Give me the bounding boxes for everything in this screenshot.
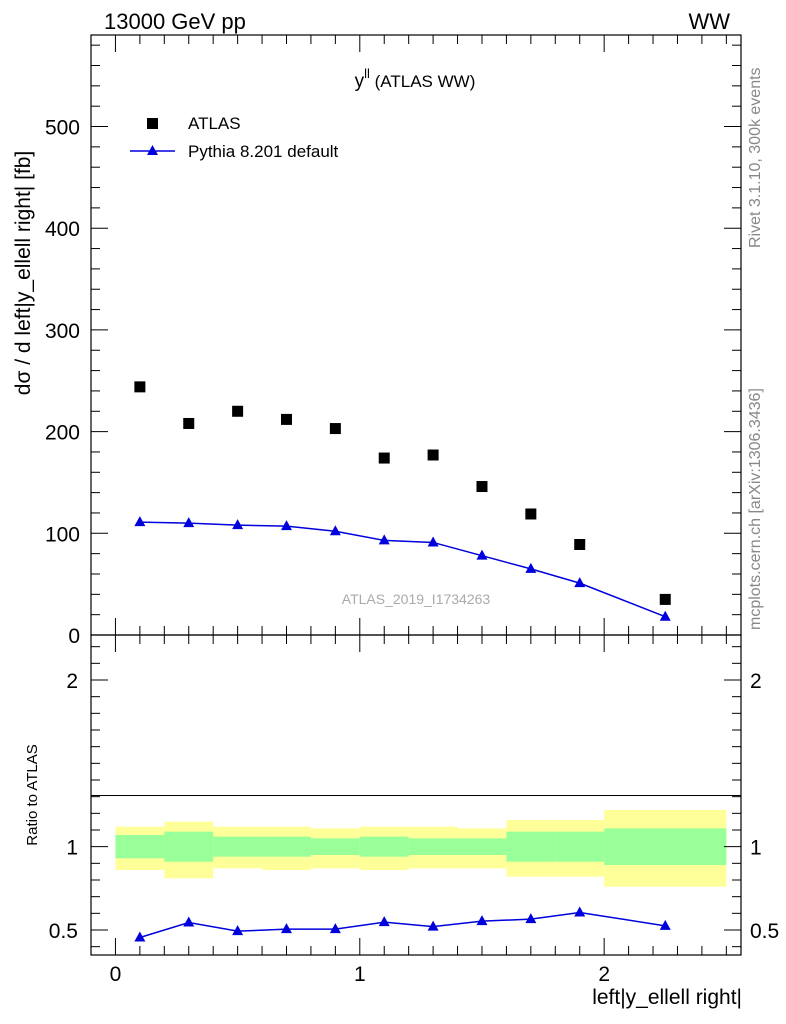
pythia-point xyxy=(183,517,195,528)
ratio-pythia-point xyxy=(659,919,671,930)
ratio-pythia-point xyxy=(280,923,292,934)
ratio-pythia-line xyxy=(139,911,666,939)
ratio-inner-band xyxy=(359,836,409,857)
legend-atlas-marker xyxy=(147,118,158,129)
x-axis-label: left|y_ellell right| xyxy=(592,986,742,1009)
ratio-x-tick-label: 1 xyxy=(354,963,366,986)
ratio-x-tick-label: 0 xyxy=(110,963,122,986)
atlas-point xyxy=(134,381,146,393)
ratio-inner-band xyxy=(457,838,507,855)
main-plot-title: yll (ATLAS WW) xyxy=(355,66,476,92)
pythia-point xyxy=(378,534,390,545)
ratio-pythia-point xyxy=(329,923,341,934)
ratio-uncertainty-bands xyxy=(115,810,727,887)
ratio-inner-band xyxy=(604,828,727,865)
ratio-x-tick-labels: 0 1 2 xyxy=(110,963,610,986)
rivet-label: Rivet 3.1.10, 300k events xyxy=(747,67,764,248)
pythia-point xyxy=(280,520,292,531)
ratio-marks xyxy=(134,906,671,942)
atlas-point xyxy=(574,538,586,550)
ratio-y-tick-label-right: 1 xyxy=(750,837,762,860)
ratio-y-tick-labels: 0.5 0.5 1 1 2 2 xyxy=(49,670,779,943)
header-left: 13000 GeV pp xyxy=(104,9,246,34)
legend-pythia-marker xyxy=(147,145,158,155)
ratio-y-axis-label: Ratio to ATLAS xyxy=(24,744,41,845)
atlas-point xyxy=(427,449,439,461)
legend: ATLAS Pythia 8.201 default xyxy=(130,114,339,161)
main-panel: 0 100 200 300 400 500 dσ / d left|y_ellell ri… xyxy=(12,34,742,648)
ratio-inner-band xyxy=(164,831,214,862)
ratio-inner-band xyxy=(213,836,263,857)
pythia-point xyxy=(525,562,537,573)
ratio-y-tick-label-left: 0.5 xyxy=(49,920,78,943)
ratio-y-tick-label-right: 0.5 xyxy=(750,920,779,943)
pythia-point xyxy=(574,577,586,588)
atlas-point xyxy=(525,508,537,520)
atlas-point xyxy=(183,417,195,429)
atlas-point xyxy=(232,405,244,417)
main-axis-ticks xyxy=(91,35,741,636)
pythia-point xyxy=(134,516,146,527)
header-right: WW xyxy=(688,9,730,34)
ratio-y-tick-label-right: 2 xyxy=(750,670,762,693)
main-y-tick-label: 400 xyxy=(45,218,80,241)
main-marks xyxy=(134,381,671,621)
main-y-tick-label: 0 xyxy=(68,625,80,648)
main-y-tick-label: 300 xyxy=(45,320,80,343)
ratio-pythia-point xyxy=(232,925,244,936)
ratio-axis-ticks xyxy=(91,635,741,955)
main-y-tick-label: 100 xyxy=(45,523,80,546)
main-y-axis-label: dσ / d left|y_ellell right| [fb] xyxy=(12,151,35,395)
main-y-tick-labels: 0 100 200 300 400 500 xyxy=(45,117,80,648)
legend-pythia-label: Pythia 8.201 default xyxy=(188,142,339,161)
ratio-inner-band xyxy=(506,831,556,862)
legend-atlas-label: ATLAS xyxy=(188,114,241,133)
ratio-inner-band xyxy=(115,835,165,859)
atlas-point xyxy=(280,413,292,425)
ratio-inner-band xyxy=(310,838,360,855)
mcplots-label: mcplots.cern.ch [arXiv:1306.3436] xyxy=(747,388,764,630)
ratio-pythia-point xyxy=(134,931,146,942)
ratio-inner-band xyxy=(408,838,458,855)
ratio-frame xyxy=(90,634,742,956)
atlas-point xyxy=(329,423,341,435)
pythia-point xyxy=(232,519,244,530)
ratio-y-tick-label-left: 1 xyxy=(66,837,78,860)
atlas-point xyxy=(476,481,488,493)
main-y-tick-label: 200 xyxy=(45,422,80,445)
atlas-point xyxy=(659,593,671,605)
ratio-x-tick-label: 2 xyxy=(598,963,610,986)
main-y-tick-label: 500 xyxy=(45,117,80,140)
ratio-inner-band xyxy=(555,831,605,862)
pythia-point xyxy=(476,549,488,560)
pythia-point xyxy=(659,610,671,621)
ratio-pythia-point xyxy=(476,915,488,926)
ratio-pythia-point xyxy=(427,920,439,931)
ratio-pythia-point xyxy=(378,916,390,927)
ratio-pythia-point xyxy=(574,906,586,917)
ratio-pythia-point xyxy=(525,913,537,924)
atlas-point xyxy=(378,452,390,464)
ratio-pythia-point xyxy=(183,916,195,927)
ratio-y-tick-label-left: 2 xyxy=(66,670,78,693)
pythia-point xyxy=(427,536,439,547)
watermark: ATLAS_2019_I1734263 xyxy=(342,591,491,607)
pythia-point xyxy=(329,525,341,536)
ratio-inner-band xyxy=(262,836,311,857)
ratio-panel: 0.5 0.5 1 1 2 2 0 1 2 Ratio to ATLAS left|y_ell… xyxy=(24,634,779,1009)
